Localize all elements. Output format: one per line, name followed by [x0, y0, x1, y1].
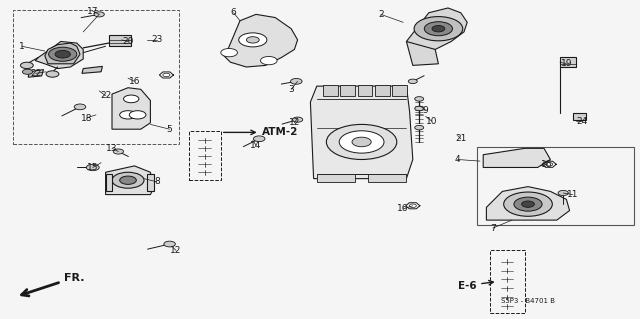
- Text: 22: 22: [100, 91, 111, 100]
- Text: 16: 16: [397, 204, 409, 213]
- Circle shape: [20, 62, 33, 69]
- Text: 12: 12: [170, 246, 182, 255]
- Circle shape: [260, 56, 277, 65]
- Circle shape: [291, 78, 302, 84]
- Text: 11: 11: [567, 190, 579, 199]
- Bar: [317, 174, 355, 182]
- Circle shape: [55, 50, 70, 58]
- Bar: [189, 131, 221, 180]
- Circle shape: [120, 176, 136, 184]
- Circle shape: [74, 104, 86, 110]
- Polygon shape: [109, 35, 131, 46]
- Text: S5P3 - B4701 B: S5P3 - B4701 B: [501, 299, 555, 304]
- Bar: [323, 85, 338, 96]
- Text: 12: 12: [289, 118, 300, 127]
- Circle shape: [120, 111, 136, 119]
- Text: 14: 14: [250, 141, 262, 150]
- Circle shape: [113, 149, 124, 154]
- Bar: [490, 250, 525, 313]
- Text: FR.: FR.: [22, 272, 84, 296]
- Circle shape: [408, 79, 417, 84]
- Circle shape: [414, 17, 463, 41]
- Circle shape: [22, 69, 33, 74]
- Text: 17: 17: [87, 7, 99, 16]
- Circle shape: [326, 124, 397, 160]
- Polygon shape: [112, 88, 150, 129]
- Circle shape: [253, 136, 265, 142]
- Circle shape: [163, 73, 170, 77]
- Bar: [368, 174, 406, 182]
- Bar: [13, 10, 179, 144]
- Bar: [340, 85, 355, 96]
- Circle shape: [129, 111, 146, 119]
- Circle shape: [545, 163, 553, 166]
- Circle shape: [164, 241, 175, 247]
- Circle shape: [432, 26, 445, 32]
- Text: ATM-2: ATM-2: [223, 127, 299, 137]
- Circle shape: [424, 22, 452, 36]
- Circle shape: [558, 190, 568, 196]
- Text: 1: 1: [19, 42, 24, 51]
- Text: 15: 15: [87, 163, 99, 172]
- Bar: [392, 85, 407, 96]
- Polygon shape: [106, 174, 112, 191]
- Circle shape: [522, 201, 534, 207]
- Text: 4: 4: [455, 155, 460, 164]
- Polygon shape: [310, 86, 413, 179]
- Polygon shape: [45, 43, 80, 64]
- Text: 7: 7: [490, 224, 495, 233]
- Polygon shape: [406, 8, 467, 51]
- Bar: [477, 147, 634, 225]
- Text: 13: 13: [106, 144, 118, 153]
- Circle shape: [112, 172, 144, 188]
- Polygon shape: [406, 41, 438, 65]
- Polygon shape: [483, 148, 550, 167]
- Circle shape: [352, 137, 371, 147]
- Polygon shape: [486, 187, 570, 220]
- Bar: [375, 85, 390, 96]
- Bar: [358, 85, 372, 96]
- Polygon shape: [106, 166, 154, 195]
- Text: 9: 9: [423, 106, 428, 115]
- Circle shape: [49, 47, 77, 61]
- Circle shape: [221, 48, 237, 57]
- Text: E-6: E-6: [458, 280, 493, 291]
- Text: 23: 23: [151, 35, 163, 44]
- Polygon shape: [82, 66, 102, 73]
- Circle shape: [410, 204, 417, 208]
- Circle shape: [124, 95, 139, 103]
- Text: 10: 10: [426, 117, 438, 126]
- Text: 16: 16: [541, 160, 553, 169]
- Polygon shape: [573, 113, 586, 120]
- Circle shape: [94, 12, 104, 17]
- Text: 21: 21: [455, 134, 467, 143]
- Circle shape: [514, 197, 542, 211]
- Text: 22: 22: [30, 69, 42, 78]
- Text: 5: 5: [167, 125, 172, 134]
- Circle shape: [504, 192, 552, 216]
- Text: 24: 24: [577, 117, 588, 126]
- Text: 19: 19: [561, 59, 572, 68]
- Circle shape: [339, 131, 384, 153]
- Text: 2: 2: [378, 10, 383, 19]
- Circle shape: [415, 125, 424, 130]
- Polygon shape: [28, 70, 44, 77]
- Polygon shape: [224, 14, 298, 67]
- Polygon shape: [147, 174, 154, 191]
- Circle shape: [246, 37, 259, 43]
- Circle shape: [415, 97, 424, 101]
- Text: 16: 16: [129, 77, 140, 86]
- Text: 6: 6: [231, 8, 236, 17]
- Polygon shape: [35, 41, 83, 69]
- Text: 3: 3: [289, 85, 294, 94]
- Text: 8: 8: [154, 177, 159, 186]
- Polygon shape: [560, 57, 576, 67]
- Text: 18: 18: [81, 114, 92, 122]
- Circle shape: [415, 106, 424, 111]
- Circle shape: [239, 33, 267, 47]
- Circle shape: [46, 71, 59, 77]
- Circle shape: [86, 164, 99, 171]
- Text: 20: 20: [122, 37, 134, 46]
- Circle shape: [292, 117, 303, 122]
